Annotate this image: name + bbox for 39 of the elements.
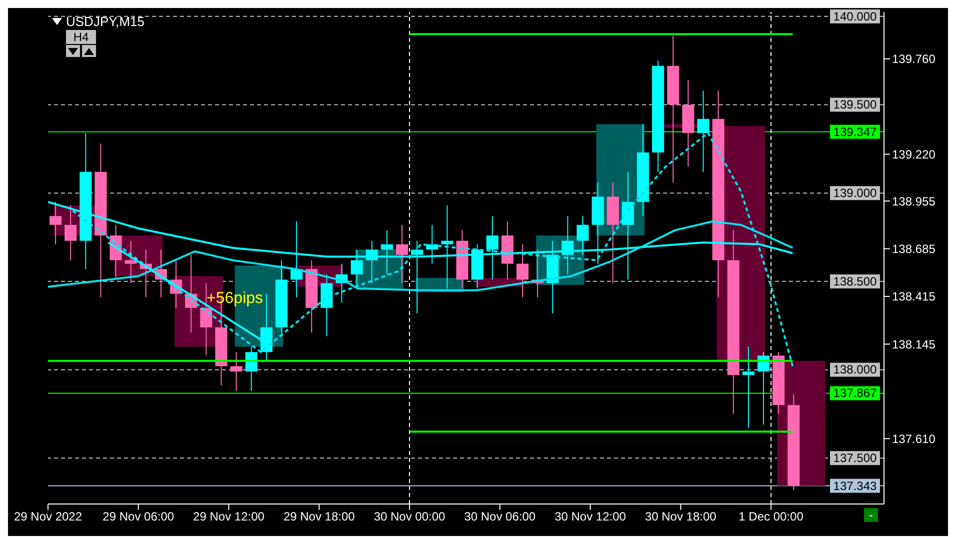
candlestick [576,216,589,256]
ref-line-label: 137.500 [833,451,878,466]
ref-line-label: 139.000 [833,186,878,200]
candlestick [396,224,408,284]
x-tick-label: 29 Nov 12:00 [193,510,265,524]
candlestick [742,346,754,429]
x-tick-label: 29 Nov 18:00 [283,510,356,524]
candlestick [124,240,137,284]
ref-line-label: 137.343 [833,478,878,493]
candlestick [697,90,710,172]
x-tick-label: 30 Nov 06:00 [464,510,536,524]
candlestick [230,352,242,392]
y-tick-label: 139.760 [892,52,936,66]
text: - [864,508,878,522]
x-tick-label: 29 Nov 06:00 [102,510,174,524]
ref-line-label: 139.347 [833,124,878,139]
ref-line-label: 138.500 [833,274,878,288]
y-tick-label: 138.685 [892,242,936,256]
ref-line-label: 140.000 [833,9,878,24]
x-tick-label: 1 Dec 00:00 [738,510,804,524]
y-tick-label: 138.145 [892,337,936,352]
annotation: +56pips [206,290,264,308]
candlestick [516,244,529,298]
x-tick-label: 30 Nov 18:00 [644,510,717,524]
candlestick [50,201,62,245]
x-tick-label: 29 Nov 2022 [14,510,82,524]
ref-line-label: 138.000 [833,362,878,377]
y-tick-label: 138.415 [892,290,936,304]
y-tick-label: 137.610 [892,432,936,446]
x-tick-label: 30 Nov 00:00 [374,510,446,524]
ref-line-label: 137.867 [833,386,878,400]
annotation: H4 [66,30,96,44]
chart-title: USDJPY,M15 [66,14,145,29]
ref-line-label: 139.500 [833,98,878,112]
y-tick-label: 139.220 [892,147,936,162]
x-tick-label: 30 Nov 12:00 [554,510,626,524]
candlestick [64,204,77,261]
y-tick-label: 138.955 [892,194,936,208]
candlestick [245,346,258,392]
